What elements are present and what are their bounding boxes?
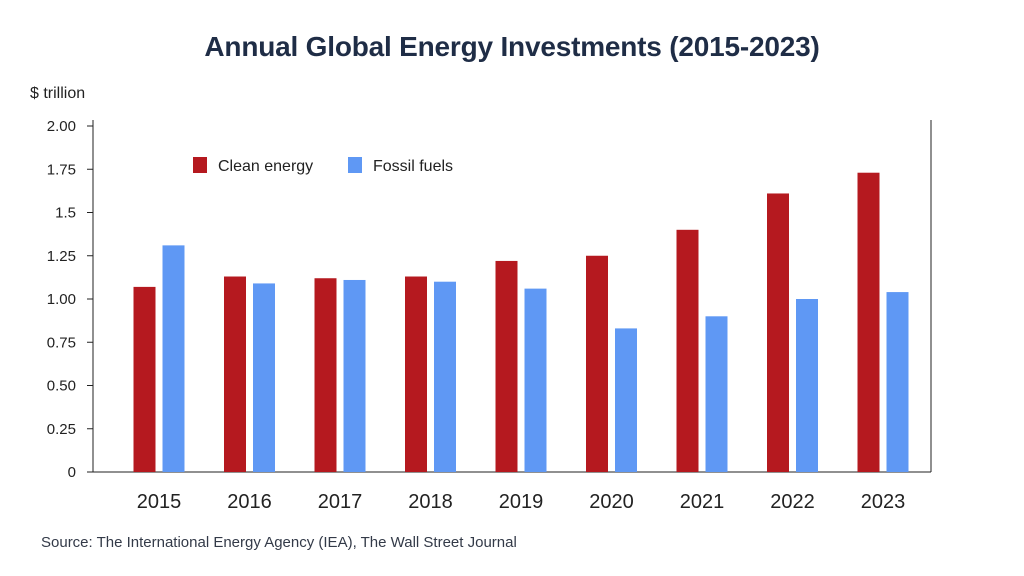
fossil-fuels-bar-2015 — [162, 245, 185, 472]
fossil-fuels-bar-2023 — [886, 292, 909, 472]
chart-title: Annual Global Energy Investments (2015-2… — [204, 31, 820, 62]
fossil-fuels-bar-2017 — [343, 279, 366, 472]
clean-energy-bar-2018 — [405, 276, 427, 472]
clean-energy-bar-2017 — [314, 278, 337, 472]
clean-energy-bar-2021 — [676, 229, 699, 472]
bars — [133, 172, 909, 472]
legend: Clean energy Fossil fuels — [193, 157, 453, 175]
clean-energy-bar-2019 — [495, 260, 518, 472]
y-tick-label: 0.50 — [47, 378, 76, 395]
clean-energy-legend-swatch — [193, 157, 207, 173]
y-tick-label: 1.75 — [47, 161, 76, 178]
y-tick-label: 1.5 — [55, 205, 76, 222]
y-tick-label: 0 — [68, 464, 76, 481]
source-note: Source: The International Energy Agency … — [41, 534, 517, 551]
clean-energy-legend-label: Clean energy — [218, 158, 313, 175]
x-category-label: 2020 — [589, 491, 634, 513]
fossil-fuels-bar-2021 — [705, 316, 728, 472]
clean-energy-bar-2022 — [767, 193, 789, 472]
fossil-fuels-bar-2016 — [253, 283, 275, 472]
x-axis-categories: 2015 2016 2017 2018 2019 2020 2021 2022 2023 — [137, 491, 906, 513]
y-tick-label: 0.25 — [47, 421, 76, 438]
clean-energy-bar-2023 — [857, 172, 880, 472]
clean-energy-bar-2020 — [586, 255, 608, 472]
fossil-fuels-bar-2019 — [524, 288, 547, 472]
clean-energy-bar-2016 — [224, 276, 246, 472]
y-tick-label: 1.00 — [47, 291, 76, 308]
fossil-fuels-legend-label: Fossil fuels — [373, 158, 453, 175]
y-axis-ticks: 0 0.25 0.50 0.75 1.00 1.25 1.5 1.75 2.00 — [47, 118, 93, 481]
x-category-label: 2018 — [408, 491, 453, 513]
x-category-label: 2023 — [861, 491, 906, 513]
x-category-label: 2016 — [227, 491, 272, 513]
x-category-label: 2015 — [137, 491, 182, 513]
x-category-label: 2019 — [499, 491, 544, 513]
fossil-fuels-legend-swatch — [348, 157, 362, 173]
y-tick-label: 1.25 — [47, 248, 76, 265]
clean-energy-bar-2015 — [133, 286, 156, 472]
y-axis-unit-label: $ trillion — [30, 85, 86, 102]
x-category-label: 2022 — [770, 491, 815, 513]
y-tick-label: 2.00 — [47, 118, 76, 135]
x-category-label: 2017 — [318, 491, 363, 513]
fossil-fuels-bar-2020 — [615, 328, 637, 472]
fossil-fuels-bar-2018 — [434, 281, 456, 472]
fossil-fuels-bar-2022 — [796, 299, 818, 472]
y-tick-label: 0.75 — [47, 334, 76, 351]
x-category-label: 2021 — [680, 491, 725, 513]
